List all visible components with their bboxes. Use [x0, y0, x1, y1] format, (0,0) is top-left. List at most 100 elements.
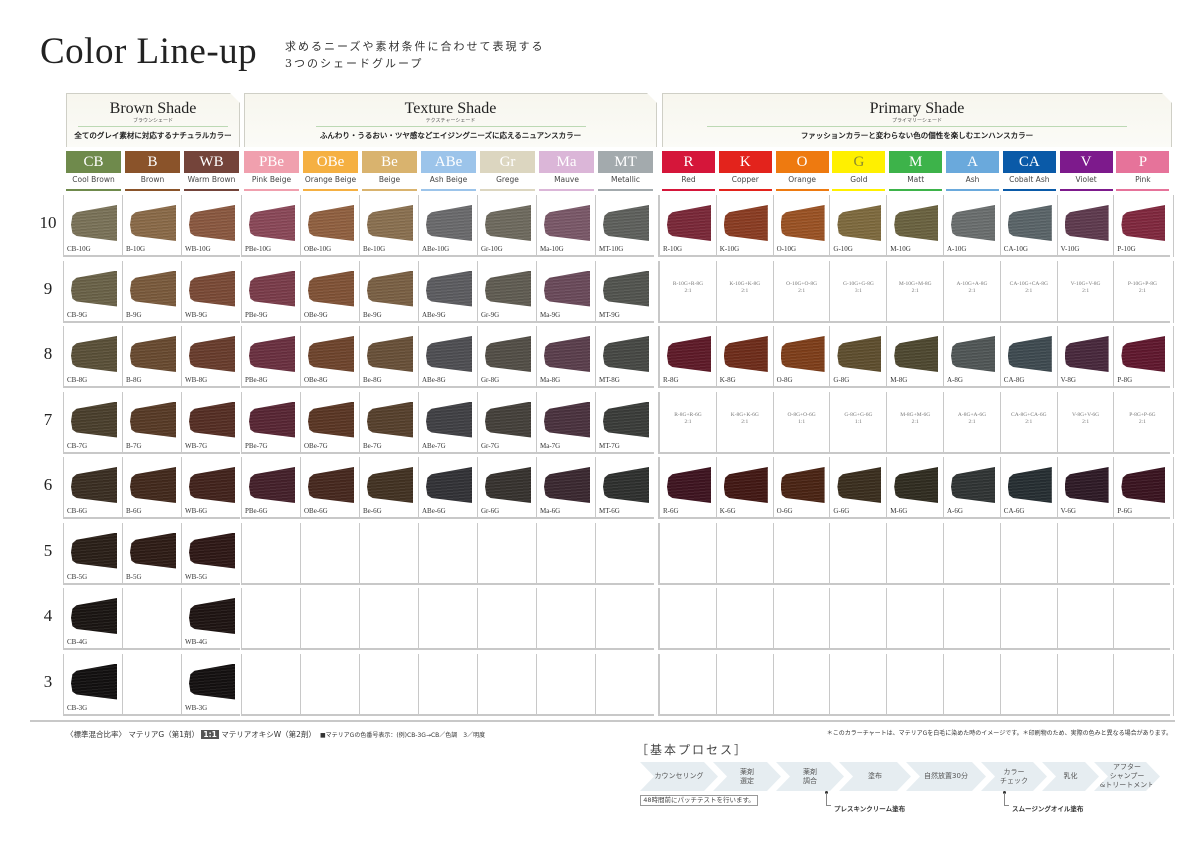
swatch-cell: OBe-7G [300, 391, 359, 454]
swatch-cell: V-8G [1056, 326, 1114, 388]
swatch-code: MT-10G [599, 245, 624, 253]
mix-ratio: 2:1 [911, 287, 919, 294]
mix-ratio: 2:1 [1025, 287, 1033, 294]
shade-underline [775, 189, 829, 191]
shade-name: Metallic [611, 175, 640, 184]
hair-swatch [1121, 467, 1166, 503]
swatch-code: OBe-7G [304, 441, 328, 450]
swatch-cell: WB-10G [181, 195, 240, 257]
swatch-code: K-10G [719, 245, 740, 253]
empty-cell [999, 588, 1057, 650]
empty-cell [659, 522, 716, 585]
cell-border [241, 391, 242, 454]
empty-cell [772, 653, 830, 716]
empty-cell [999, 653, 1057, 716]
divider [30, 720, 1175, 722]
shade-underline [889, 189, 943, 191]
shade-underline [184, 189, 239, 191]
swatch-cell: R-10G+R-8G 2:1 [659, 260, 716, 323]
hair-swatch [130, 532, 176, 569]
swatch-code: MT-8G [599, 376, 620, 384]
hair-swatch [71, 598, 117, 634]
swatch-cell: Be-10G [359, 195, 418, 257]
mix-formula: P-8G+P-6G 2:1 [1114, 412, 1170, 426]
swatch-code: K-6G [719, 507, 736, 515]
process-step-label: 薬剤 調合 [803, 767, 817, 785]
mix-formula: A-8G+A-6G 2:1 [944, 412, 1000, 426]
swatch-cell: CA-8G+CA-6G 2:1 [999, 391, 1057, 454]
mix-recipe: K-8G+K-6G [730, 411, 759, 418]
swatch-cell: MT-7G [595, 391, 654, 454]
swatch-cell: B-10G [122, 195, 181, 257]
hair-swatch [544, 467, 590, 503]
hair-swatch [249, 467, 295, 503]
swatch-cell: K-10G+K-8G 2:1 [715, 260, 773, 323]
mix-ratio: 3:1 [854, 287, 862, 294]
shade-name: Ash [965, 175, 980, 184]
cell-border [241, 588, 242, 650]
swatch-cell: WB-9G [181, 260, 240, 323]
swatch-code: Be-10G [363, 245, 386, 253]
mix-formula: V-8G+V-6G 2:1 [1058, 412, 1114, 426]
swatch-cell: CB-5G [63, 522, 122, 585]
mix-recipe: O-10G+O-8G [786, 280, 818, 287]
mix-formula: M-8G+M-6G 2:1 [887, 412, 943, 426]
swatch-code: CB-3G [67, 703, 88, 712]
hair-swatch [189, 336, 235, 372]
empty-cell [659, 653, 716, 716]
swatch-cell: V-10G [1056, 195, 1114, 257]
swatch-cell: WB-3G [181, 653, 240, 716]
empty-cell [595, 522, 654, 585]
swatch-cell: P-10G+P-8G 2:1 [1113, 260, 1171, 323]
empty-cell [300, 653, 359, 716]
empty-cell [715, 653, 773, 716]
swatch-code: R-8G [663, 376, 679, 384]
swatch-cell: Ma-6G [536, 457, 595, 519]
hair-swatch [189, 205, 235, 241]
swatch-cell: CB-10G [63, 195, 122, 257]
swatch-code: Ma-6G [540, 507, 561, 515]
swatch-code: G-6G [833, 507, 850, 515]
swatch-code: M-8G [890, 376, 908, 384]
group-header-texture-shade: Texture Shade テクスチャーシェード ふんわり・うるおい・ツヤ感などエイ… [244, 93, 657, 147]
empty-cell [772, 522, 830, 585]
hair-swatch [894, 336, 939, 372]
group-title: Primary Shade [869, 100, 965, 117]
empty-cell [300, 588, 359, 650]
swatch-cell: MT-10G [595, 195, 654, 257]
hair-swatch [544, 336, 590, 372]
shade-name: Beige [378, 175, 401, 184]
hair-swatch [894, 205, 939, 241]
hair-swatch [1007, 336, 1052, 372]
cell-border [1173, 260, 1174, 323]
hair-swatch [367, 401, 413, 438]
shade-chip: Gr [480, 151, 535, 173]
swatch-code: CA-10G [1003, 245, 1028, 253]
swatch-code: Ma-9G [540, 310, 561, 319]
swatch-code: MT-9G [599, 310, 620, 319]
hair-swatch [71, 336, 117, 372]
cell-border [241, 326, 242, 388]
shade-chip: O [775, 151, 829, 173]
swatch-code: WB-4G [185, 638, 208, 646]
cell-border [1173, 391, 1174, 454]
process-step: 薬剤 調合 [776, 762, 844, 791]
swatch-cell: Be-9G [359, 260, 418, 323]
mix-formula: G-8G+G-6G 1:1 [830, 412, 886, 426]
cell-border [241, 260, 242, 323]
swatch-cell: Gr-7G [477, 391, 536, 454]
shade-underline [946, 189, 999, 191]
hair-swatch [1007, 205, 1052, 241]
mix-ratio: 2:1 [798, 287, 806, 294]
hair-swatch [951, 336, 995, 372]
empty-cell [241, 522, 300, 585]
shade-name: Pink [1135, 175, 1151, 184]
empty-cell [943, 522, 1000, 585]
cell-border [1173, 195, 1174, 257]
process-step-label: アフター シャンプー &トリートメント [1099, 763, 1155, 789]
shade-underline [832, 189, 886, 191]
shade-name: Cool Brown [72, 175, 115, 184]
hair-swatch [130, 270, 176, 307]
code-note: ■マテリアGの色番号表示：(例)CB-3G→CB／色調 3／明度 [320, 732, 486, 739]
hair-swatch [426, 205, 472, 241]
